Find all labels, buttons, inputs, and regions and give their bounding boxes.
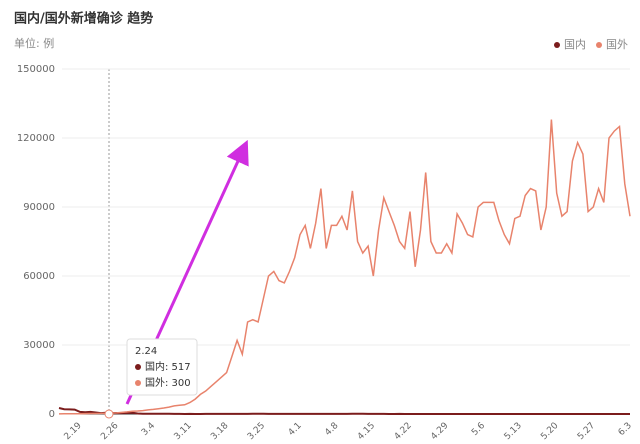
tooltip-row: 国外: 300 (145, 377, 191, 389)
y-tick-label: 60000 (23, 271, 55, 282)
series-line (58, 119, 631, 415)
x-tick-label: 3.25 (246, 421, 267, 440)
x-tick-label: 5.6 (470, 421, 487, 438)
hover-point (104, 409, 114, 419)
x-tick-label: 6.3 (617, 421, 634, 438)
x-tick-label: 3.11 (173, 421, 194, 440)
tooltip-dot (135, 364, 141, 370)
x-tick-label: 4.8 (323, 421, 340, 438)
x-tick-label: 4.15 (356, 421, 377, 440)
unit-label: 单位: 例 (14, 36, 54, 50)
tooltip-box (126, 338, 198, 396)
x-tick-label: 4.22 (393, 421, 414, 440)
x-tick-label: 2.19 (63, 421, 84, 440)
y-tick-label: 120000 (17, 133, 55, 144)
x-tick-label: 5.13 (503, 421, 524, 440)
legend-label: 国内 (564, 37, 586, 51)
x-tick-label: 5.27 (576, 421, 597, 440)
x-tick-label: 3.18 (209, 421, 230, 440)
y-tick-label: 90000 (23, 202, 55, 213)
y-tick-label: 150000 (17, 64, 55, 75)
legend-marker (596, 42, 602, 48)
x-tick-label: 4.29 (429, 421, 450, 440)
tooltip-row: 国内: 517 (145, 360, 191, 373)
legend-label: 国外 (606, 38, 628, 51)
y-tick-label: 0 (49, 409, 55, 420)
chart-title: 国内/国外新增确诊 趋势 (14, 11, 153, 27)
y-tick-label: 30000 (23, 340, 55, 351)
x-tick-label: 3.4 (140, 421, 157, 438)
tooltip-dot (135, 380, 141, 386)
x-tick-label: 5.20 (539, 421, 560, 440)
x-tick-label: 4.1 (287, 421, 304, 438)
x-tick-label: 2.26 (99, 421, 120, 440)
legend-marker (554, 42, 560, 48)
series-line (58, 407, 630, 416)
tooltip-title: 2.24 (135, 346, 157, 357)
